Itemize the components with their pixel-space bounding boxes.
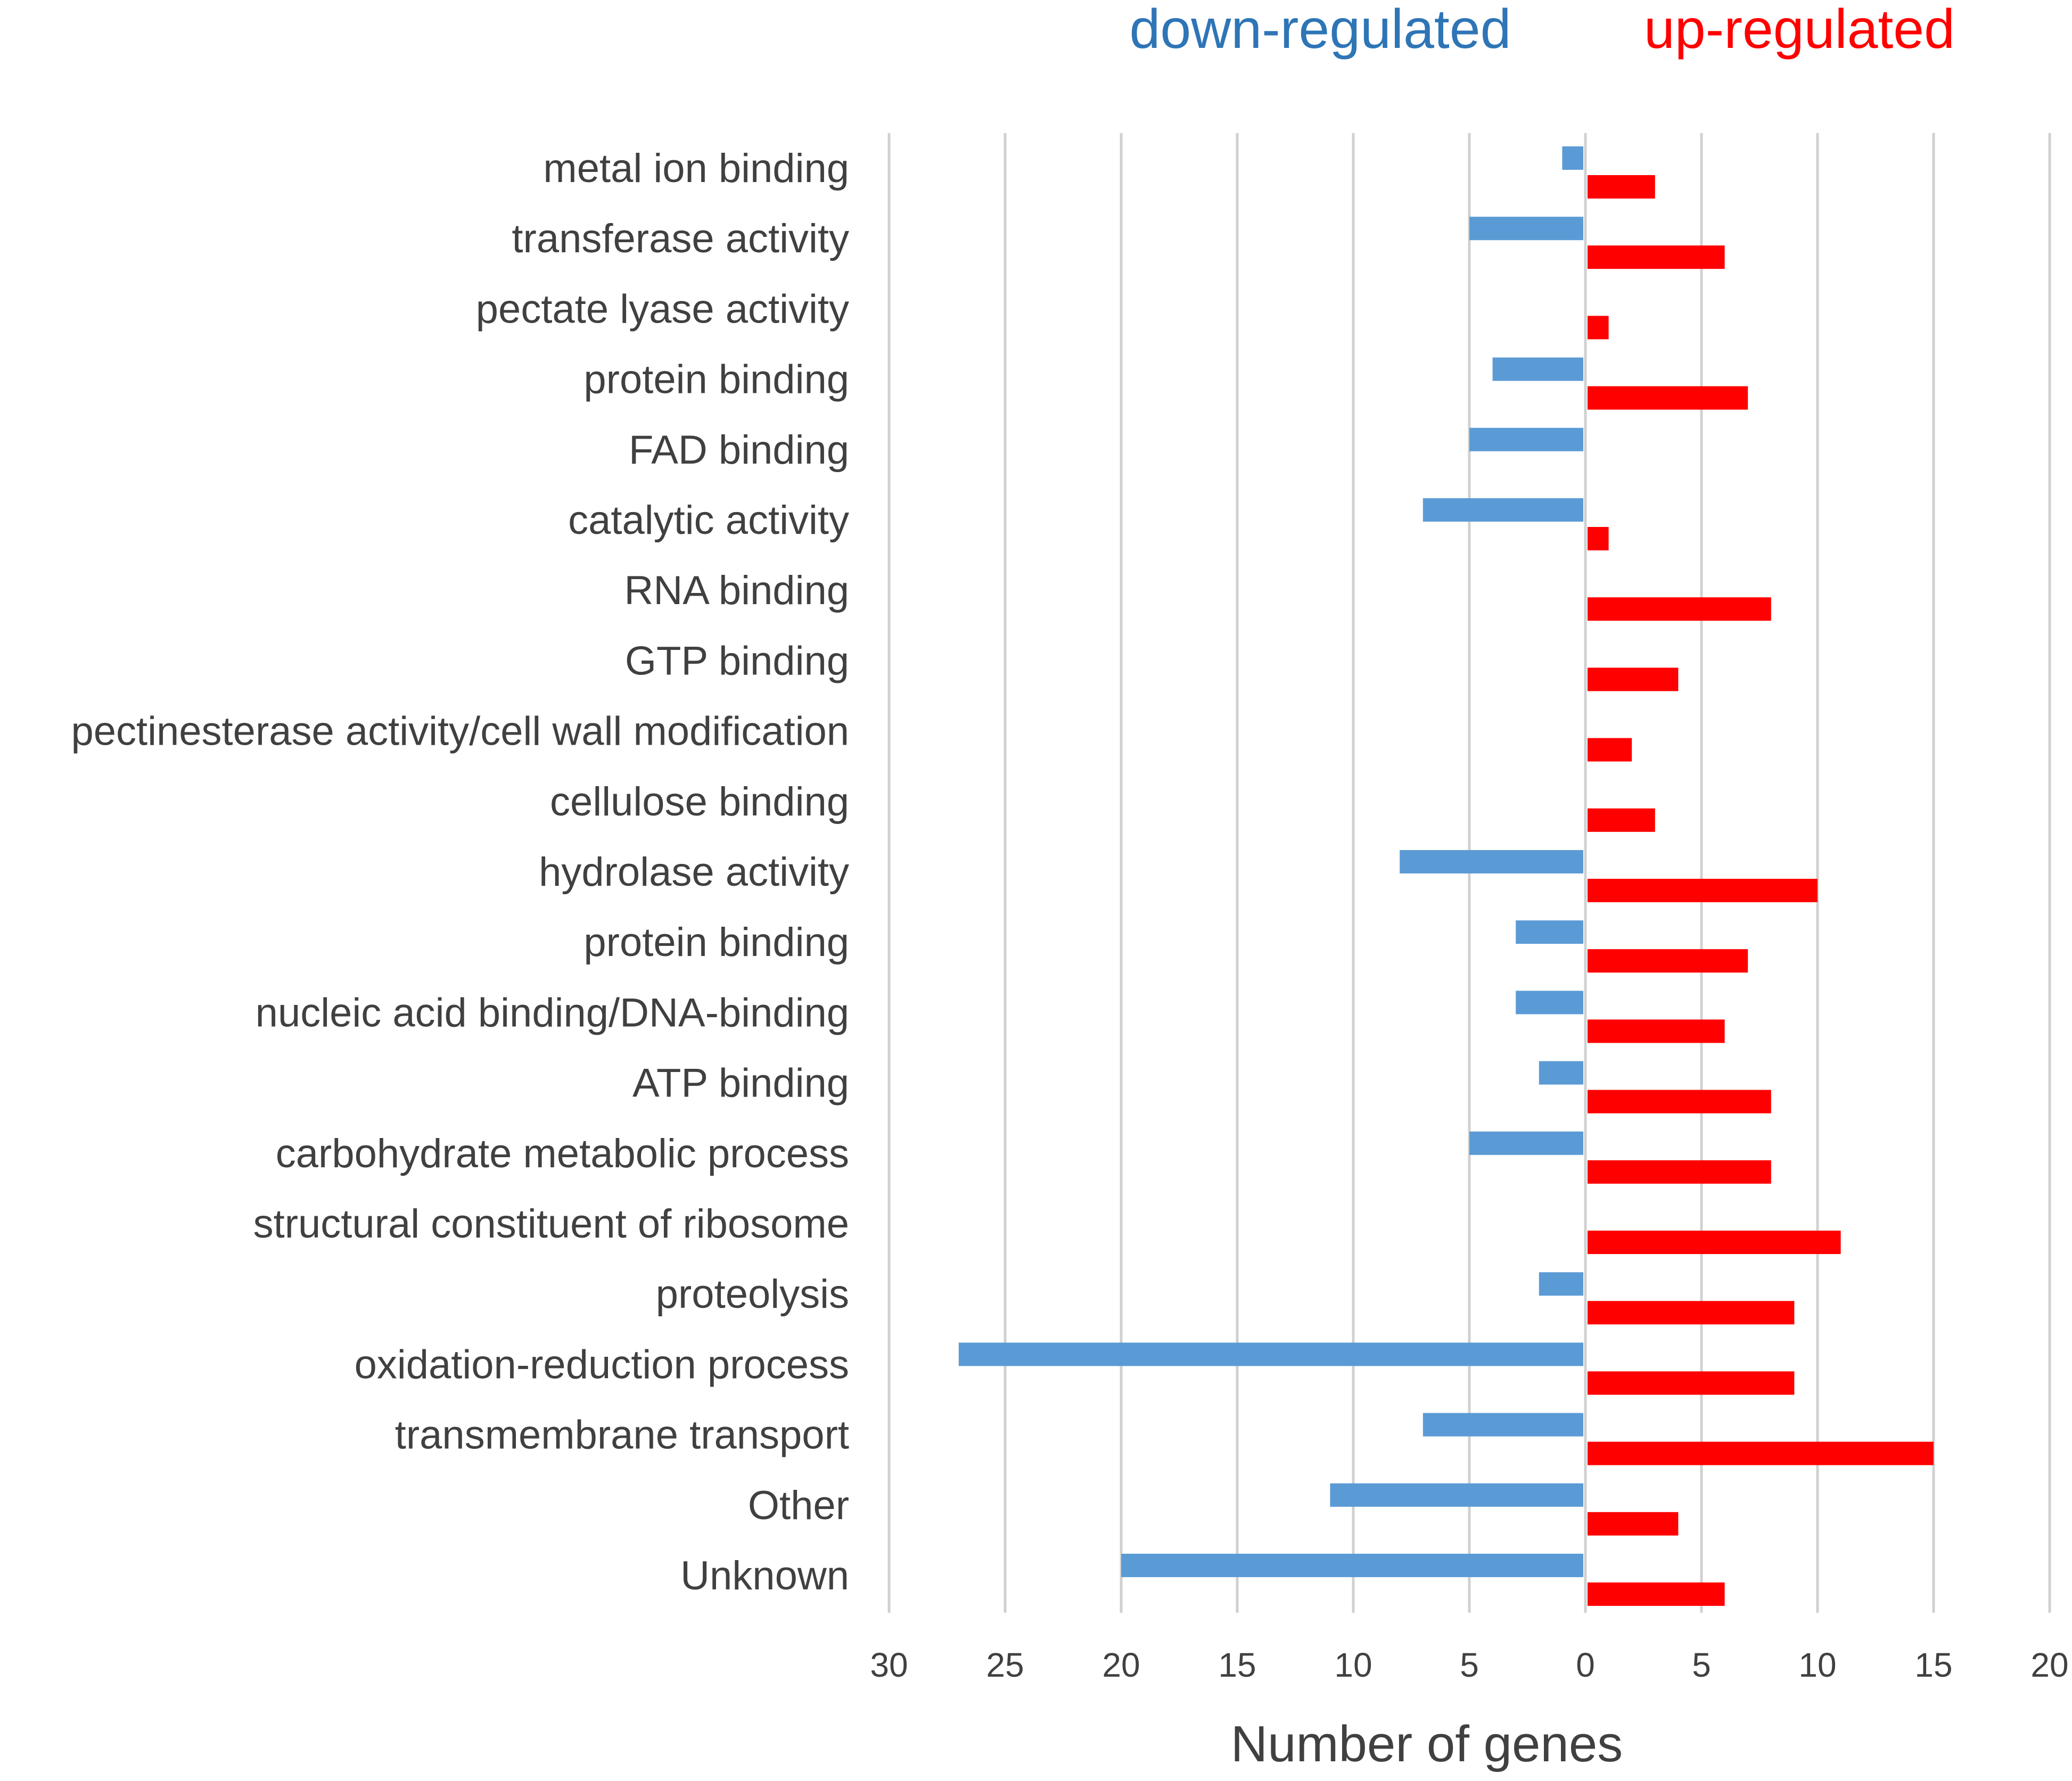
bar-up-regulated <box>1588 1019 1725 1043</box>
category-label: GTP binding <box>625 638 849 683</box>
x-tick-label: 20 <box>2030 1646 2068 1684</box>
legend-up-regulated: up-regulated <box>1644 0 1955 60</box>
x-tick-label: 15 <box>1218 1646 1256 1684</box>
bar-up-regulated <box>1588 316 1609 340</box>
bar-down-regulated <box>1423 498 1583 522</box>
bar-down-regulated <box>1330 1483 1583 1507</box>
bar-down-regulated <box>1400 850 1583 873</box>
bar-up-regulated <box>1588 245 1725 269</box>
bar-up-regulated <box>1588 527 1609 550</box>
x-tick-label: 5 <box>1460 1646 1479 1684</box>
x-tick-label: 10 <box>1334 1646 1372 1684</box>
category-label: ATP binding <box>632 1061 849 1106</box>
bar-down-regulated <box>1469 427 1583 451</box>
bar-up-regulated <box>1588 879 1818 902</box>
bar-down-regulated <box>958 1342 1583 1366</box>
bar-up-regulated <box>1588 1301 1795 1325</box>
category-label: pectate lyase activity <box>476 286 849 332</box>
category-label: oxidation-reduction process <box>355 1342 849 1387</box>
bar-up-regulated <box>1588 667 1679 691</box>
x-tick-label: 25 <box>986 1646 1024 1684</box>
category-label: RNA binding <box>624 568 850 613</box>
category-label: catalytic activity <box>568 498 849 543</box>
x-tick-label: 10 <box>1798 1646 1836 1684</box>
category-label: pectinesterase activity/cell wall modifi… <box>71 709 849 754</box>
x-tick-label: 5 <box>1692 1646 1711 1684</box>
category-label: Other <box>748 1483 849 1528</box>
bar-up-regulated <box>1588 949 1748 973</box>
bar-down-regulated <box>1492 357 1583 381</box>
x-tick-label: 0 <box>1576 1646 1595 1684</box>
category-label: structural constituent of ribosome <box>253 1201 849 1247</box>
bar-down-regulated <box>1469 217 1583 241</box>
bar-up-regulated <box>1588 808 1655 832</box>
category-label: metal ion binding <box>543 146 849 191</box>
bar-up-regulated <box>1588 1441 1934 1465</box>
category-label: Unknown <box>680 1553 849 1598</box>
bar-down-regulated <box>1539 1272 1583 1296</box>
category-label: transmembrane transport <box>395 1413 849 1458</box>
bar-down-regulated <box>1423 1413 1583 1437</box>
category-label: proteolysis <box>656 1272 849 1317</box>
category-label: cellulose binding <box>550 779 849 824</box>
bar-up-regulated <box>1588 386 1748 410</box>
x-tick-label: 20 <box>1102 1646 1140 1684</box>
category-label: protein binding <box>583 920 849 965</box>
bar-up-regulated <box>1588 175 1655 199</box>
legend-down-regulated: down-regulated <box>1129 0 1511 60</box>
bar-down-regulated <box>1469 1131 1583 1155</box>
x-axis-title: Number of genes <box>1230 1716 1623 1772</box>
bar-up-regulated <box>1588 1371 1795 1395</box>
bar-up-regulated <box>1588 738 1632 762</box>
bar-up-regulated <box>1588 597 1771 621</box>
category-label: nucleic acid binding/DNA-binding <box>256 990 849 1035</box>
category-label: carbohydrate metabolic process <box>276 1131 849 1176</box>
bar-down-regulated <box>1516 991 1583 1015</box>
x-tick-label: 15 <box>1914 1646 1952 1684</box>
bar-up-regulated <box>1588 1231 1841 1254</box>
bar-down-regulated <box>1539 1061 1583 1085</box>
bar-down-regulated <box>1562 146 1583 170</box>
bar-up-regulated <box>1588 1160 1771 1184</box>
bar-up-regulated <box>1588 1512 1679 1536</box>
bar-down-regulated <box>1516 920 1583 944</box>
category-label: FAD binding <box>629 427 849 473</box>
bar-down-regulated <box>1121 1554 1583 1577</box>
bar-up-regulated <box>1588 1090 1771 1114</box>
category-label: protein binding <box>583 357 849 402</box>
bar-up-regulated <box>1588 1582 1725 1606</box>
category-label: hydrolase activity <box>539 850 849 895</box>
category-label: transferase activity <box>512 216 849 261</box>
x-tick-label: 30 <box>870 1646 908 1684</box>
